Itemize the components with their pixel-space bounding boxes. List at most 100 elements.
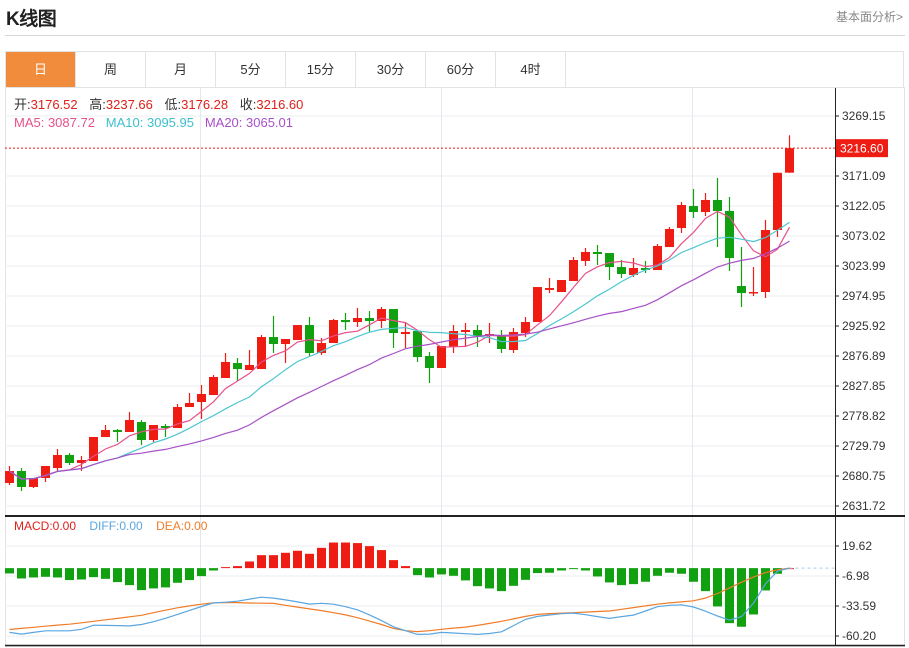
tab-week[interactable]: 周 bbox=[76, 52, 146, 88]
candle-body bbox=[173, 407, 182, 429]
candle-body bbox=[401, 332, 410, 335]
candle-body bbox=[629, 268, 638, 275]
candle bbox=[269, 315, 278, 353]
candle-body bbox=[533, 287, 542, 323]
macd-bar bbox=[665, 568, 674, 573]
tab-15min[interactable]: 15分 bbox=[286, 52, 356, 88]
dea-line bbox=[9, 567, 790, 633]
candle bbox=[701, 192, 710, 217]
candle-body bbox=[425, 355, 434, 368]
macd-tick-label: 19.62 bbox=[842, 539, 872, 553]
candle-body bbox=[353, 317, 362, 323]
candle bbox=[773, 172, 782, 237]
candle bbox=[629, 257, 638, 278]
candle bbox=[353, 308, 362, 327]
candle-body bbox=[149, 425, 158, 440]
tab-60min[interactable]: 60分 bbox=[426, 52, 496, 88]
macd-bar bbox=[233, 566, 242, 569]
macd-bar bbox=[737, 568, 746, 627]
macd-bar bbox=[341, 542, 350, 569]
candle-body bbox=[317, 343, 326, 353]
candle-body bbox=[581, 251, 590, 261]
macd-bar bbox=[65, 568, 74, 581]
candle bbox=[761, 219, 770, 298]
macd-bar bbox=[209, 568, 218, 571]
price-tick-label: 2631.72 bbox=[842, 499, 886, 513]
macd-bar bbox=[401, 566, 410, 569]
page-title: K线图 bbox=[6, 9, 57, 30]
candle bbox=[617, 259, 626, 278]
tab-4hour[interactable]: 4时 bbox=[496, 52, 566, 88]
ma10-line bbox=[9, 221, 790, 480]
candle bbox=[545, 277, 554, 294]
candle-body bbox=[617, 267, 626, 275]
high-value: 3237.66 bbox=[105, 97, 153, 112]
candle bbox=[533, 287, 542, 323]
price-tick-label: 2680.75 bbox=[842, 469, 886, 483]
candle bbox=[125, 412, 134, 432]
candle bbox=[233, 358, 242, 382]
candle bbox=[101, 425, 110, 437]
candle bbox=[53, 448, 62, 472]
candle-body bbox=[569, 259, 578, 281]
price-tick-label: 3269.15 bbox=[842, 109, 886, 123]
macd-bar bbox=[389, 560, 398, 569]
candle bbox=[5, 465, 14, 486]
macd-bar bbox=[713, 568, 722, 607]
macd-tick-label: -33.59 bbox=[842, 599, 876, 613]
macd-bar bbox=[521, 568, 530, 580]
candle-body bbox=[89, 436, 98, 461]
macd-bar bbox=[653, 568, 662, 576]
fundamental-analysis-link[interactable]: 基本面分析> bbox=[835, 10, 903, 24]
price-tick-label: 3073.02 bbox=[842, 229, 886, 243]
macd-bar bbox=[545, 568, 554, 573]
candle-body bbox=[701, 199, 710, 213]
candle-body bbox=[65, 454, 74, 464]
open-label: 开: bbox=[14, 97, 31, 112]
ma20-value: MA20: 3065.01 bbox=[204, 115, 294, 130]
macd-value: MACD:0.00 bbox=[14, 519, 77, 533]
candle-body bbox=[785, 148, 794, 173]
macd-bar bbox=[353, 543, 362, 569]
macd-bar bbox=[365, 546, 374, 569]
macd-tick-label: -60.20 bbox=[842, 629, 876, 643]
candle bbox=[437, 346, 446, 368]
candle-body bbox=[689, 206, 698, 213]
tab-month[interactable]: 月 bbox=[146, 52, 216, 88]
macd-bar bbox=[581, 568, 590, 571]
candle bbox=[257, 335, 266, 370]
candle-body bbox=[605, 253, 614, 268]
price-tick-label: 2876.89 bbox=[842, 349, 886, 363]
candle-body bbox=[437, 346, 446, 368]
candle bbox=[41, 465, 50, 483]
macd-bar bbox=[89, 568, 98, 578]
candle-body bbox=[197, 393, 206, 403]
macd-bar bbox=[425, 568, 434, 578]
dea-value: DEA:0.00 bbox=[156, 519, 208, 533]
candle bbox=[365, 311, 374, 333]
macd-bar bbox=[269, 555, 278, 569]
macd-bar bbox=[29, 568, 38, 578]
macd-bar bbox=[677, 568, 686, 574]
tab-5min[interactable]: 5分 bbox=[216, 52, 286, 88]
close-label: 收: bbox=[239, 97, 257, 112]
candle bbox=[689, 189, 698, 219]
tab-day[interactable]: 日 bbox=[6, 52, 76, 88]
macd-bar bbox=[473, 568, 482, 587]
macd-bar bbox=[5, 568, 14, 574]
macd-bar bbox=[305, 553, 314, 569]
candle bbox=[557, 280, 566, 292]
candle-body bbox=[413, 331, 422, 358]
last-price-box bbox=[836, 139, 888, 158]
macd-bar bbox=[149, 568, 158, 589]
candle-body bbox=[233, 363, 242, 370]
candle bbox=[749, 267, 758, 297]
tab-30min[interactable]: 30分 bbox=[356, 52, 426, 88]
candle bbox=[677, 201, 686, 234]
macd-bar bbox=[509, 568, 518, 586]
macd-bar bbox=[461, 568, 470, 581]
macd-bar bbox=[245, 561, 254, 569]
macd-bar bbox=[569, 568, 578, 570]
candle-body bbox=[653, 245, 662, 271]
